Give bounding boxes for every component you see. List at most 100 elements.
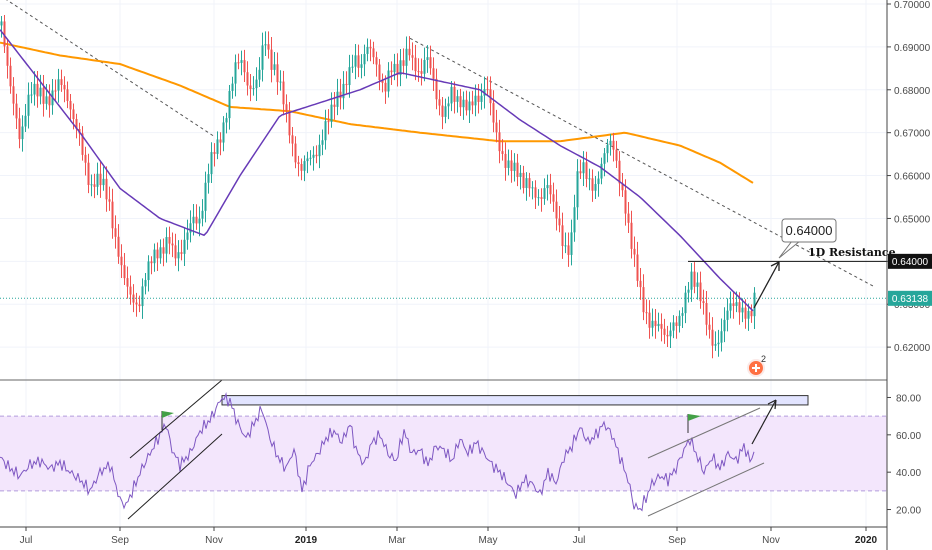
candle-body	[531, 187, 534, 189]
candle-body	[240, 60, 243, 63]
candle-body	[717, 342, 720, 345]
candle-body	[177, 252, 180, 259]
candle-body	[693, 271, 696, 287]
price-tick-label: 0.66000	[894, 172, 931, 183]
candle-body	[366, 46, 369, 54]
candle-body	[573, 207, 576, 233]
candle-body	[654, 320, 657, 327]
candle-body	[498, 132, 501, 152]
target-callout: 0.64000	[778, 218, 837, 259]
candle-body	[507, 160, 510, 168]
rsi-channel-left	[127, 379, 223, 520]
candle-body	[471, 101, 474, 106]
candle-body	[513, 162, 516, 171]
candle-body	[21, 126, 24, 140]
candle-body	[156, 249, 159, 259]
candle-body	[567, 245, 570, 255]
candle-body	[594, 184, 597, 191]
candle-body	[444, 106, 447, 117]
candle-body	[219, 139, 222, 143]
time-tick-label: 2020	[855, 535, 878, 546]
candle-body	[267, 44, 270, 50]
candle-body	[600, 163, 603, 179]
candle-body	[510, 160, 513, 171]
rsi-tick-label: 80.00	[896, 393, 921, 404]
candle-body	[66, 89, 69, 101]
candle-body	[195, 216, 198, 224]
candle-body	[516, 162, 519, 177]
target-price-tag: 0.64000	[888, 253, 932, 269]
trend-line-right	[409, 37, 876, 288]
candle-body	[141, 286, 144, 307]
candle-body	[147, 261, 150, 281]
candle-body	[723, 319, 726, 332]
candle-body	[294, 143, 297, 163]
candle-body	[639, 280, 642, 288]
candle-body	[702, 301, 705, 304]
candle-body	[477, 95, 480, 102]
candle-body	[552, 194, 555, 202]
candle-body	[582, 162, 585, 174]
candle-body	[111, 201, 114, 229]
candle-body	[537, 197, 540, 199]
target-price-tag-text: 0.64000	[892, 257, 929, 268]
candle-body	[99, 173, 102, 186]
candle-body	[63, 84, 66, 90]
rsi-tick-label: 20.00	[896, 506, 921, 517]
candle-body	[372, 48, 375, 58]
candle-body	[225, 118, 228, 123]
rsi-tick-label: 60.00	[896, 431, 921, 442]
candle-body	[564, 245, 567, 247]
candle-body	[321, 140, 324, 145]
candle-body	[636, 254, 639, 281]
projection-arrow	[753, 261, 780, 309]
candle-body	[171, 243, 174, 246]
candle-body	[72, 109, 75, 120]
time-tick-label: Sep	[111, 535, 129, 546]
candle-body	[75, 119, 78, 130]
candle-body	[534, 187, 537, 198]
candle-body	[300, 164, 303, 171]
candle-body	[744, 307, 747, 319]
candle-body	[549, 185, 552, 195]
rsi-arrow	[751, 399, 777, 445]
target-callout-box	[781, 218, 837, 243]
candle-body	[132, 294, 135, 303]
rsi-pane	[0, 379, 887, 520]
candle-body	[324, 121, 327, 141]
candle-body	[228, 90, 231, 119]
candle-body	[408, 48, 411, 56]
candle-body	[651, 320, 654, 328]
candle-body	[489, 89, 492, 104]
time-tick-label: Jul	[573, 535, 586, 546]
candle-body	[585, 162, 588, 179]
candle-body	[279, 81, 282, 83]
rsi-channel-left-upper	[129, 379, 223, 459]
candle-body	[681, 313, 684, 316]
price-pane: 1D Resistance 0.64000 2	[0, 0, 896, 377]
candle-body	[429, 57, 432, 69]
candle-body	[588, 178, 591, 180]
candle-body	[711, 329, 714, 346]
candle-body	[3, 21, 6, 47]
candle-body	[24, 115, 27, 127]
candle-body	[192, 216, 195, 224]
candle-body	[168, 237, 171, 244]
candle-body	[456, 96, 459, 102]
candle-body	[222, 122, 225, 143]
candle-body	[69, 100, 72, 110]
candle-body	[609, 140, 612, 146]
candle-body	[675, 322, 678, 326]
candle-body	[624, 190, 627, 214]
candle-body	[390, 70, 393, 73]
candle-body	[369, 46, 372, 49]
candle-body	[345, 83, 348, 86]
candle-body	[462, 99, 465, 108]
candle-body	[669, 330, 672, 337]
candle-body	[468, 101, 471, 111]
candle-body	[198, 218, 201, 224]
ma-fast-line	[0, 29, 754, 312]
candle-body	[633, 248, 636, 255]
candle-body	[27, 94, 30, 116]
candle-body	[231, 83, 234, 91]
